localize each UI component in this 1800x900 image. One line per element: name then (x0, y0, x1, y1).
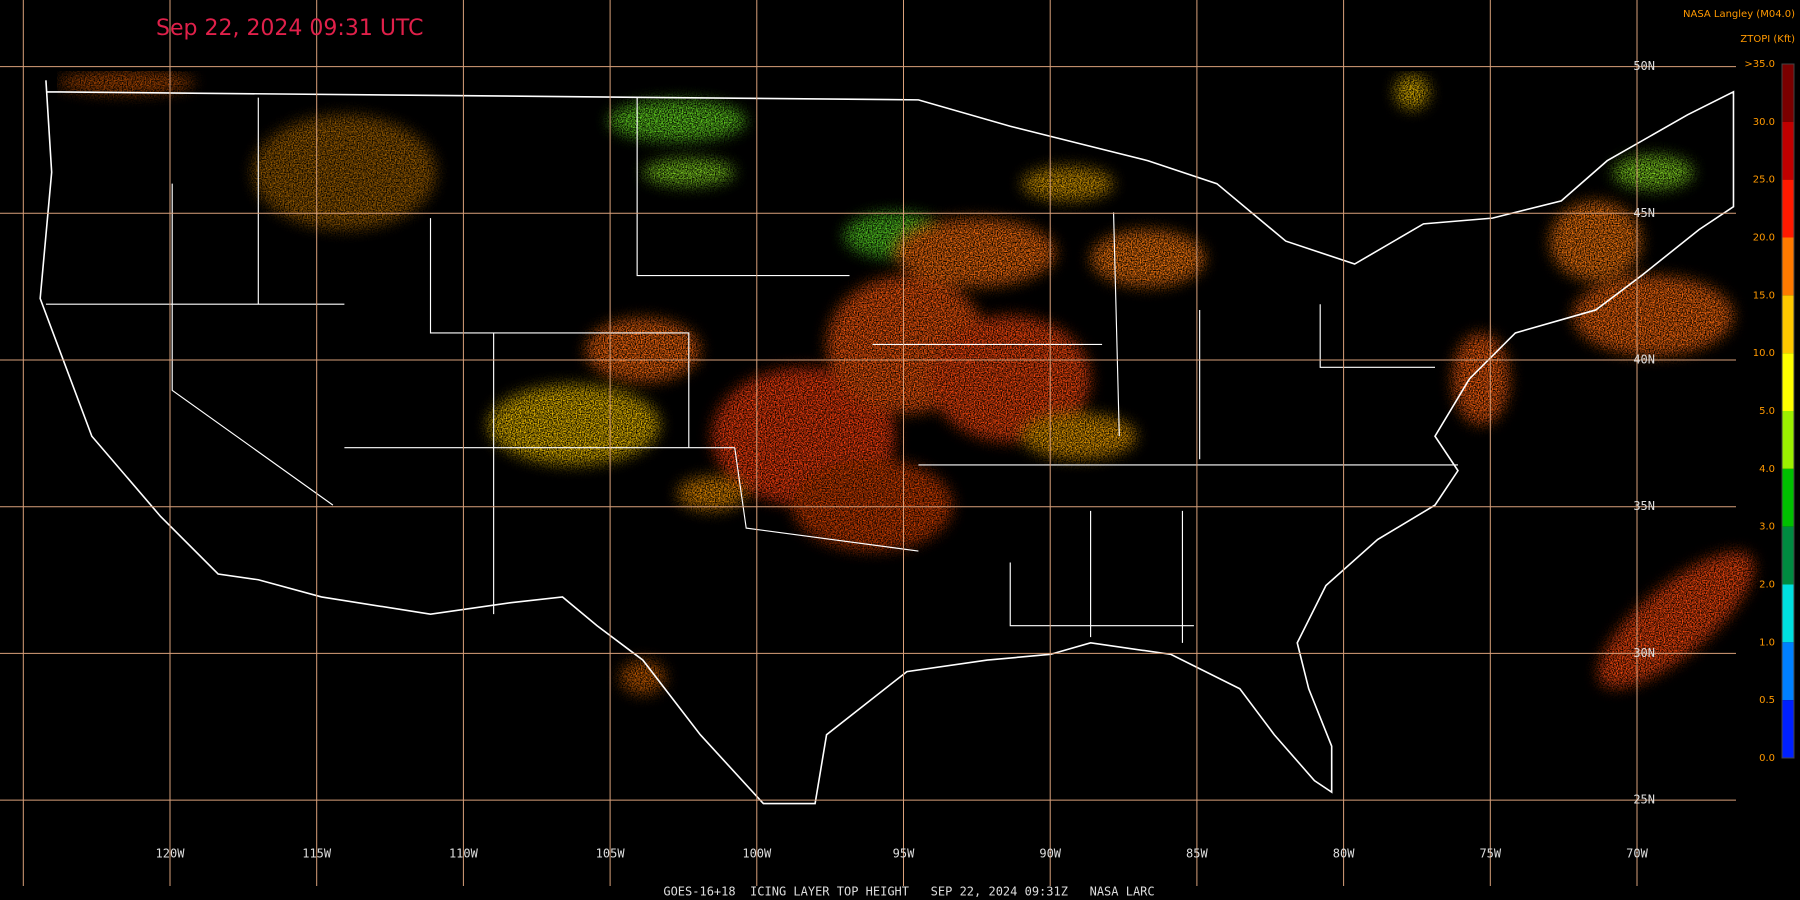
latitude-label: 25N (1633, 793, 1655, 807)
latitude-label: 45N (1633, 206, 1655, 220)
colorbar-segment (1782, 642, 1794, 701)
colorbar-label: 3.0 (1759, 522, 1775, 533)
longitude-label: 120W (156, 847, 186, 861)
colorbar-segment (1782, 295, 1794, 354)
latitude-label: 50N (1633, 59, 1655, 73)
latitude-label: 40N (1633, 353, 1655, 367)
longitude-label: 95W (893, 847, 915, 861)
colorbar-label: 30.0 (1753, 117, 1775, 128)
longitude-label: 100W (742, 847, 772, 861)
colorbar-segment (1782, 468, 1794, 527)
graticule: 120W 115W 110W 105W 100W 95W 90W 85W 80W 75W 70W 50… (0, 0, 1736, 886)
colorbar-segment (1782, 237, 1794, 296)
longitude-label: 75W (1479, 847, 1501, 861)
colorbar-label: 25.0 (1753, 175, 1775, 186)
colorbar-segment (1782, 584, 1794, 643)
colorbar-label: 2.0 (1759, 580, 1775, 591)
colorbar-frame (1781, 63, 1795, 759)
colorbar-label: 0.0 (1759, 753, 1775, 764)
colorbar-label: 5.0 (1759, 406, 1775, 417)
latitude-label: 30N (1633, 646, 1655, 660)
colorbar: >35.0 30.0 25.0 20.0 15.0 10.0 5.0 4.0 3.0 2.0 1.0… (1744, 59, 1795, 764)
colorbar-segment (1782, 526, 1794, 585)
colorbar-label: 15.0 (1753, 290, 1775, 301)
source-label: NASA Langley (M04.0) (1683, 9, 1795, 20)
colorbar-segment (1782, 121, 1794, 180)
colorbar-label: >35.0 (1744, 59, 1775, 70)
longitude-label: 90W (1039, 847, 1061, 861)
latitude-label: 35N (1633, 499, 1655, 513)
timestamp: Sep 22, 2024 09:31 UTC (156, 16, 423, 41)
state-lines (45, 97, 1458, 643)
longitude-label: 115W (302, 847, 332, 861)
longitude-label: 70W (1626, 847, 1648, 861)
colorbar-segment (1782, 64, 1794, 122)
longitude-label: 105W (596, 847, 626, 861)
colorbar-segment (1782, 411, 1794, 469)
colorbar-segment (1782, 353, 1794, 411)
longitude-label: 110W (449, 847, 479, 861)
us-outline (39, 80, 1735, 805)
colorbar-label: 4.0 (1759, 464, 1775, 475)
coastline (39, 80, 1735, 805)
longitude-label: 85W (1186, 847, 1208, 861)
longitude-label: 80W (1333, 847, 1355, 861)
colorbar-segment (1782, 179, 1794, 238)
colorbar-label: 0.5 (1759, 695, 1775, 706)
footer: GOES-16+18 ICING LAYER TOP HEIGHT SEP 22… (663, 885, 1154, 899)
colorbar-segment (1782, 700, 1794, 758)
colorbar-label: 10.0 (1753, 348, 1775, 359)
colorbar-label: 1.0 (1759, 637, 1775, 648)
product-label: ZTOPI (Kft) (1740, 34, 1795, 45)
colorbar-label: 20.0 (1753, 233, 1775, 244)
